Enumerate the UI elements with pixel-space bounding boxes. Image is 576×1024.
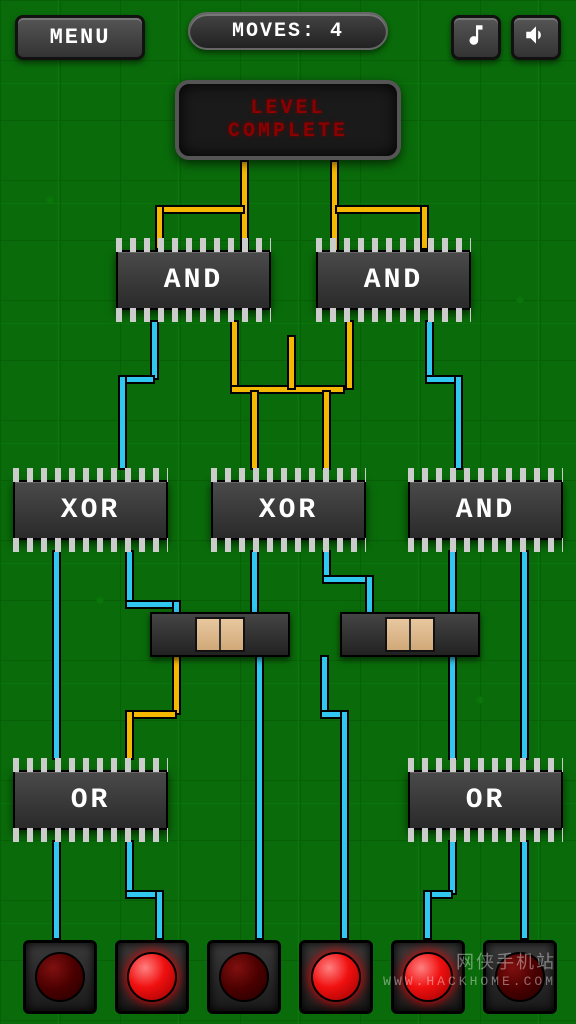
music-toggle-button[interactable]	[451, 15, 501, 60]
lcd-line2: COMPLETE	[228, 120, 348, 143]
gate-or-2[interactable]: OR	[408, 770, 563, 830]
led-icon	[35, 952, 85, 1002]
input-4[interactable]	[299, 940, 373, 1014]
led-icon	[127, 952, 177, 1002]
watermark: 网侠手机站 WWW.HACKHOME.COM	[383, 948, 556, 989]
switch-1[interactable]	[150, 612, 290, 657]
led-icon	[219, 952, 269, 1002]
level-complete-display: LEVEL COMPLETE	[175, 80, 401, 160]
gate-xor-1[interactable]: XOR	[13, 480, 168, 540]
switch-knob-icon	[385, 617, 435, 652]
gate-xor-2[interactable]: XOR	[211, 480, 366, 540]
input-2[interactable]	[115, 940, 189, 1014]
speaker-icon	[523, 22, 549, 53]
switch-2[interactable]	[340, 612, 480, 657]
watermark-url: WWW.HACKHOME.COM	[383, 974, 556, 989]
gate-or-1[interactable]: OR	[13, 770, 168, 830]
input-3[interactable]	[207, 940, 281, 1014]
gate-and-1[interactable]: AND	[116, 250, 271, 310]
menu-button[interactable]: MENU	[15, 15, 145, 60]
moves-counter: MOVES: 4	[188, 12, 388, 50]
gate-and-3[interactable]: AND	[408, 480, 563, 540]
sound-toggle-button[interactable]	[511, 15, 561, 60]
watermark-text: 网侠手机站	[383, 948, 556, 974]
input-1[interactable]	[23, 940, 97, 1014]
led-icon	[311, 952, 361, 1002]
music-note-icon	[463, 22, 489, 53]
gate-and-2[interactable]: AND	[316, 250, 471, 310]
lcd-line1: LEVEL	[250, 97, 325, 120]
switch-knob-icon	[195, 617, 245, 652]
